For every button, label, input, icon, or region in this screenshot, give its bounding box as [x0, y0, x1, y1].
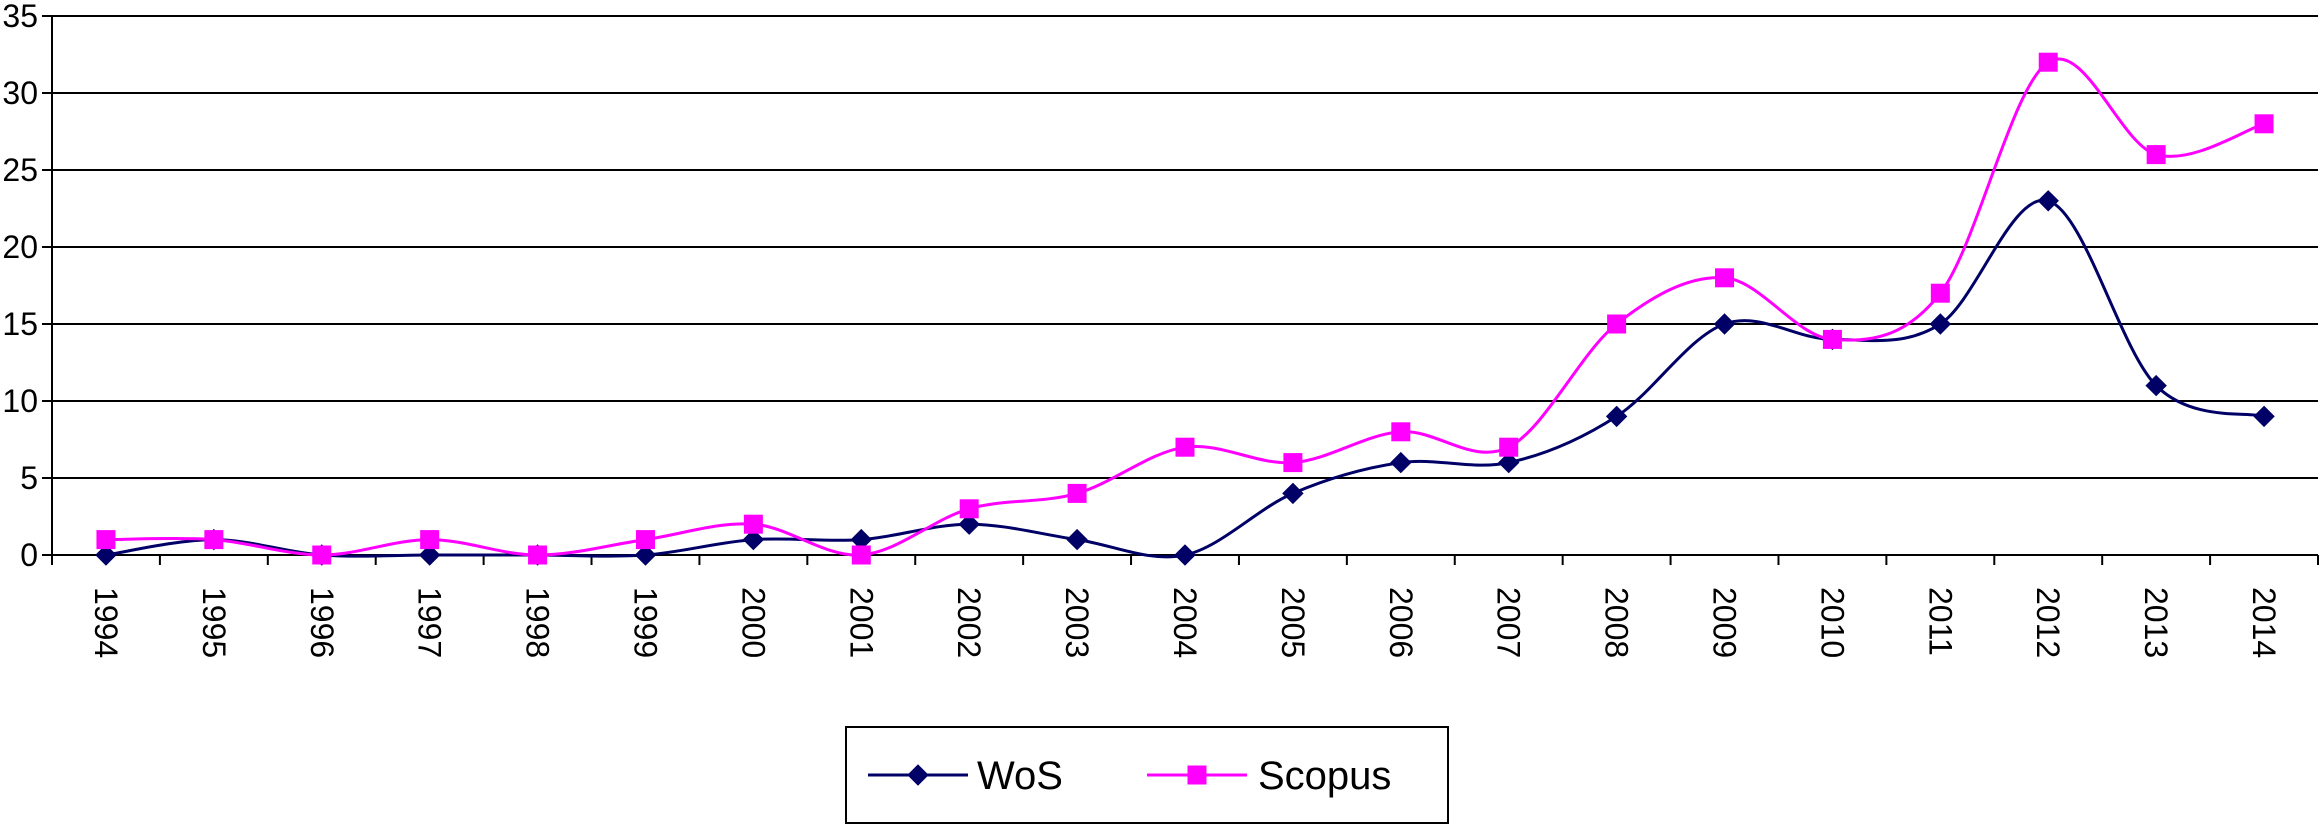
x-tick-label: 2006	[1383, 587, 1419, 658]
data-point-wos-2014	[2253, 405, 2275, 428]
x-tick-label: 2000	[735, 587, 771, 658]
data-point-scopus-1998	[528, 545, 548, 565]
x-tick-label: 2002	[951, 587, 987, 658]
data-point-scopus-2008	[1607, 314, 1627, 334]
x-tick-label: 2007	[1491, 587, 1527, 658]
x-axis-ticks: 1994 1995 1996 1997 1998 1999 2000 2001 2002 2003…	[51, 555, 2319, 658]
y-tick-label: 10	[2, 383, 38, 419]
x-tick-label: 2013	[2138, 587, 2174, 658]
y-tick-label: 30	[2, 75, 38, 111]
data-point-scopus-2009	[1715, 268, 1735, 288]
gridlines	[52, 15, 2318, 479]
x-tick-label: 2001	[843, 587, 879, 658]
data-point-wos-2008	[1605, 405, 1628, 428]
data-point-wos-2007	[1498, 451, 1520, 474]
x-tick-label: 2008	[1599, 587, 1635, 658]
y-tick-label: 35	[2, 0, 38, 34]
x-tick-label: 2003	[1059, 587, 1095, 658]
x-tick-label: 2014	[2246, 587, 2282, 658]
data-point-scopus-2003	[1067, 483, 1087, 503]
y-tick-label: 0	[20, 537, 38, 573]
data-point-wos-2005	[1282, 482, 1304, 505]
series-line-wos	[105, 198, 2265, 559]
data-point-scopus-1994	[96, 530, 116, 550]
data-point-scopus-2007	[1499, 437, 1519, 457]
data-point-wos-2012	[2037, 190, 2059, 212]
y-tick-label: 15	[2, 306, 38, 342]
data-point-scopus-1997	[420, 530, 440, 550]
data-point-scopus-2014	[2254, 114, 2274, 134]
data-point-scopus-2002	[959, 499, 979, 519]
axes	[51, 16, 2318, 556]
series-line-scopus	[105, 57, 2265, 557]
data-point-wos-1994	[95, 544, 117, 566]
legend-label-scopus: Scopus	[1258, 754, 1391, 798]
y-tick-label: 5	[20, 460, 38, 496]
legend-marker-scopus	[1187, 765, 1207, 785]
x-tick-label: 2004	[1167, 587, 1203, 658]
data-point-wos-2000	[742, 528, 765, 551]
data-point-scopus-2004	[1175, 437, 1195, 457]
data-point-wos-2013	[2145, 374, 2167, 397]
x-tick-label: 2012	[2030, 587, 2066, 658]
x-tick-label: 2010	[1814, 587, 1850, 658]
series-scopus	[96, 52, 2274, 565]
data-point-scopus-2012	[2038, 52, 2058, 72]
data-point-scopus-2005	[1283, 453, 1303, 473]
x-tick-label: 1998	[520, 587, 556, 658]
data-point-scopus-2010	[1822, 329, 1842, 349]
data-point-scopus-1999	[635, 530, 655, 550]
x-tick-label: 1999	[627, 587, 663, 658]
data-point-wos-2004	[1174, 544, 1196, 566]
data-point-wos-1999	[634, 544, 657, 566]
data-point-wos-2009	[1713, 313, 1736, 335]
data-point-wos-2003	[1066, 528, 1088, 551]
x-tick-label: 2005	[1275, 587, 1311, 658]
legend-label-wos: WoS	[977, 754, 1063, 798]
x-tick-label: 1996	[304, 587, 340, 658]
legend-item-wos: WoS	[868, 754, 1063, 798]
legend-item-scopus: Scopus	[1147, 754, 1391, 798]
y-tick-label: 20	[2, 229, 38, 265]
x-tick-label: 1994	[88, 587, 124, 658]
data-point-scopus-2006	[1391, 422, 1411, 442]
data-point-scopus-2013	[2146, 145, 2166, 165]
data-point-scopus-2011	[1930, 283, 1950, 303]
data-point-wos-2002	[958, 513, 980, 535]
data-point-wos-2006	[1390, 451, 1412, 474]
series-layer	[95, 52, 2275, 566]
x-tick-label: 1997	[412, 587, 448, 658]
y-tick-label: 25	[2, 152, 38, 188]
data-point-scopus-2000	[743, 514, 763, 534]
x-tick-label: 2009	[1707, 587, 1743, 658]
data-point-scopus-1995	[204, 530, 224, 550]
legend: WoS Scopus	[845, 726, 1449, 824]
x-tick-label: 1995	[196, 587, 232, 658]
data-point-scopus-2001	[851, 545, 871, 565]
data-point-wos-2011	[1929, 313, 1952, 335]
legend-marker-wos	[907, 764, 929, 786]
data-point-scopus-1996	[312, 545, 332, 565]
data-point-wos-1997	[418, 544, 441, 566]
y-axis-ticks: 0 5 10 15 20 25 30 35	[2, 0, 52, 573]
x-tick-label: 2011	[1922, 587, 1958, 656]
